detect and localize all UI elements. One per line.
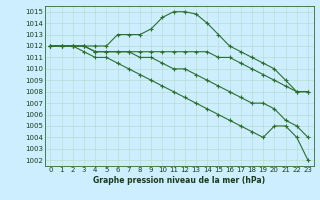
X-axis label: Graphe pression niveau de la mer (hPa): Graphe pression niveau de la mer (hPa): [93, 176, 265, 185]
